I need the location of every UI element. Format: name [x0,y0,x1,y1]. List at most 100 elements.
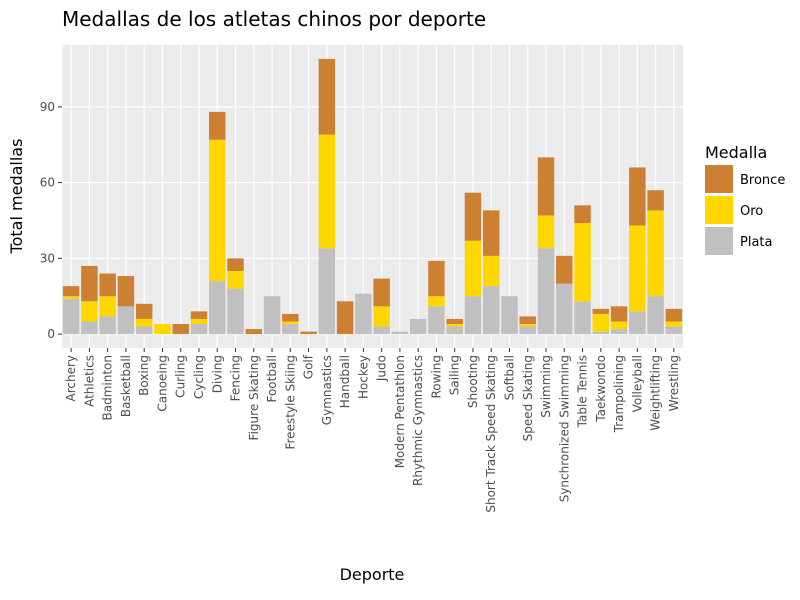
bar-segment [135,318,153,327]
bar-segment [227,288,244,335]
bar-segment [629,225,646,312]
x-tick-label: Volleyball [630,355,644,412]
bar-segment [190,324,208,335]
bar-segment [190,311,208,319]
bar-segment [209,139,226,282]
bar-segment [62,298,80,335]
bar-segment [610,306,628,322]
bar-segment [537,248,555,335]
x-tick-label: Rowing [429,355,443,399]
x-tick-label: Football [265,355,279,403]
bar-segment [446,318,463,325]
x-tick-label: Boxing [137,355,151,396]
x-tick-label: Table Tennis [576,355,590,428]
bar-segment [282,321,299,325]
x-tick-label: Athletics [82,355,96,407]
bar-segment [464,296,482,335]
bar-segment [318,134,336,249]
bar-segment [373,326,390,335]
bar-segment [135,303,153,319]
bar-segment [99,316,116,335]
chart-title: Medallas de los atletas chinos por depor… [62,7,486,31]
x-tick-label: Shooting [466,355,480,408]
x-tick-label: Taekwondo [594,355,608,423]
y-axis-title: Total medallas [7,139,26,255]
bar-segment [647,210,664,297]
x-tick-label: Golf [302,354,316,379]
x-tick-label: Wrestling [667,355,681,411]
y-tick-label: 60 [40,176,55,190]
legend-title: Medalla [705,143,767,162]
bar-segment [629,167,646,226]
bar-segment [629,311,646,335]
bar-segment [519,324,536,327]
bar-segment [391,331,409,335]
bar-segment [318,58,336,135]
legend-swatch [705,196,733,224]
bar-segment [428,260,445,297]
bar-segment [483,286,500,335]
bar-segment [501,296,518,335]
bar-segment [483,210,500,256]
x-tick-label: Sailing [448,355,462,395]
bar-segment [209,281,226,335]
bar-segment [373,278,390,307]
x-axis-title: Deporte [340,565,405,584]
bar-segment [537,215,555,249]
bar-segment [556,283,573,335]
bar-segment [665,308,683,322]
bar-segment [117,276,135,307]
bar-segment [446,326,463,335]
bar-segment [483,255,500,287]
legend-swatch [705,227,733,255]
x-tick-label: Rhythmic Gymnastics [411,355,425,486]
legend-label: Oro [740,204,763,219]
bar-segment [464,240,482,297]
bar-segment [574,301,591,335]
x-tick-label: Curling [174,355,188,398]
bar-segment [665,321,683,327]
legend-label: Bronce [740,173,785,188]
bar-segment [592,313,610,332]
x-tick-label: Speed Skating [521,355,535,441]
bar-segment [665,326,683,335]
x-tick-label: Freestyle Skiing [283,355,297,450]
bar-segment [574,223,591,302]
bar-segment [99,296,116,317]
bar-segment [263,296,281,335]
bar-segment [446,324,463,327]
bar-segment [62,296,80,299]
x-tick-label: Diving [210,355,224,393]
x-tick-label: Softball [502,355,516,400]
bar-segment [227,270,244,289]
bar-segment [336,301,354,335]
bar-segment [300,331,317,335]
x-tick-label: Canoeing [155,355,169,412]
bar-segment [81,265,98,302]
x-tick-label: Badminton [101,355,115,420]
bar-segment [227,258,244,271]
bar-segment [81,321,98,335]
bar-segment [190,318,208,325]
bar-segment [592,308,610,314]
x-tick-label: Weightlifting [649,355,663,431]
legend-swatch [705,165,733,193]
bar-segment [537,157,555,216]
bar-segment [519,326,536,335]
bar-segment [81,301,98,322]
bar-segment [610,329,628,335]
bar-segment [135,326,153,335]
bar-segment [209,111,226,140]
bar-segment [245,329,262,335]
bar-segment [428,296,445,307]
legend-label: Plata [740,235,772,250]
bar-segment [117,306,135,335]
bar-segment [556,255,573,284]
bar-segment [318,248,336,335]
x-tick-label: Archery [64,355,78,402]
x-tick-label: Judo [375,355,389,382]
x-tick-label: Modern Pentathlon [393,355,407,468]
x-tick-label: Trampolining [612,355,626,433]
bar-segment [592,331,610,335]
bar-segment [282,313,299,322]
